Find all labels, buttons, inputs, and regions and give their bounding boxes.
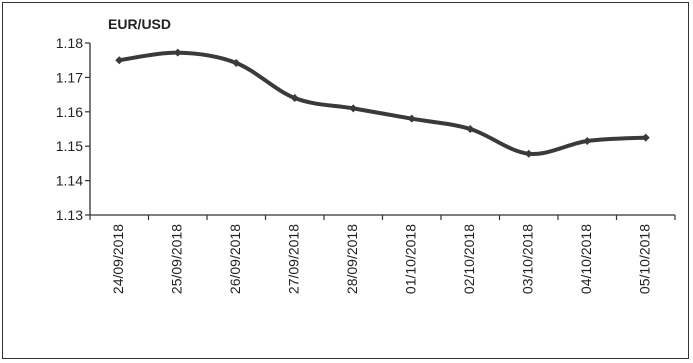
y-tick-label: 1.18 bbox=[56, 35, 83, 51]
chart-frame bbox=[2, 2, 689, 359]
data-point bbox=[524, 149, 533, 158]
series-line bbox=[117, 50, 648, 156]
y-tick-label: 1.13 bbox=[56, 207, 83, 223]
x-tick-label: 05/10/2018 bbox=[636, 224, 652, 294]
data-point bbox=[349, 104, 358, 113]
x-tick-label: 02/10/2018 bbox=[461, 224, 477, 294]
y-tick-label: 1.16 bbox=[56, 104, 83, 120]
x-tick-label: 01/10/2018 bbox=[402, 224, 418, 294]
y-tick-label: 1.15 bbox=[56, 138, 83, 154]
x-axis-ticks: 24/09/2018 25/09/2018 26/09/2018 27/09/2018… bbox=[89, 215, 676, 294]
x-tick-label: 26/09/2018 bbox=[227, 224, 243, 294]
data-point bbox=[173, 48, 182, 57]
x-tick-label: 28/09/2018 bbox=[344, 224, 360, 294]
y-tick-label: 1.17 bbox=[56, 69, 83, 85]
data-point bbox=[115, 56, 124, 65]
data-point bbox=[290, 94, 299, 103]
x-tick-label: 25/09/2018 bbox=[168, 224, 184, 294]
chart-axes bbox=[89, 43, 675, 216]
x-tick-label: 24/09/2018 bbox=[110, 224, 126, 294]
x-tick-label: 27/09/2018 bbox=[285, 224, 301, 294]
data-point bbox=[466, 125, 475, 133]
data-point bbox=[583, 137, 592, 146]
data-point bbox=[232, 58, 241, 67]
x-tick-label: 04/10/2018 bbox=[578, 224, 594, 294]
series-group bbox=[115, 48, 650, 158]
chart-title: EUR/USD bbox=[108, 16, 171, 32]
y-tick-label: 1.14 bbox=[56, 173, 83, 189]
y-axis-ticks: 1.13 1.14 1.15 1.16 1.17 1.18 bbox=[56, 35, 90, 223]
data-point bbox=[641, 133, 650, 142]
x-tick-label: 03/10/2018 bbox=[519, 224, 535, 294]
data-point bbox=[407, 114, 416, 123]
